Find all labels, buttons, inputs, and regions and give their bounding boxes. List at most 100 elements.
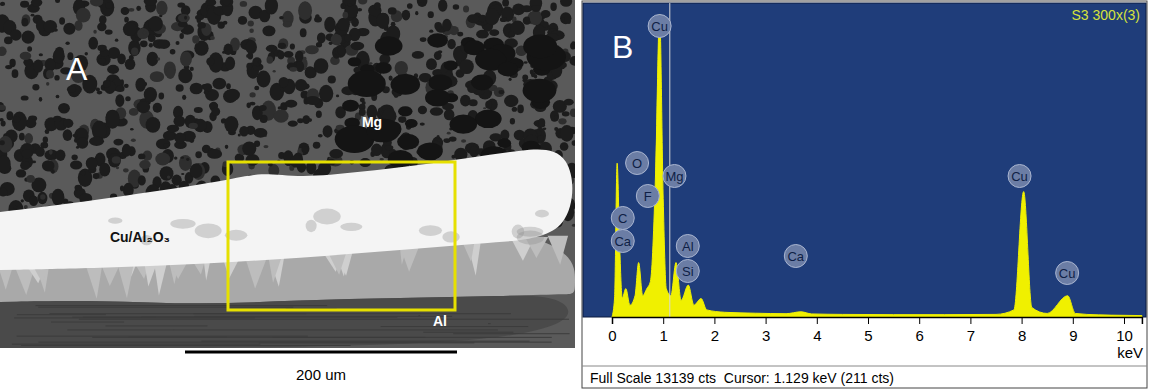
pore xyxy=(523,79,557,103)
tick: 0 xyxy=(608,317,616,344)
pore xyxy=(497,62,518,77)
pore xyxy=(388,7,397,14)
pore xyxy=(5,65,12,69)
peak-badge xyxy=(784,245,807,268)
pore xyxy=(223,21,228,25)
streak xyxy=(21,345,350,346)
pore xyxy=(283,21,292,27)
pore xyxy=(344,34,351,42)
smudge xyxy=(108,218,122,224)
pore xyxy=(156,138,171,149)
pore xyxy=(131,47,138,55)
pore xyxy=(278,43,286,49)
chart-title: S3 300x(3) xyxy=(1072,7,1140,23)
pore xyxy=(63,129,73,141)
pore xyxy=(53,116,61,122)
pore xyxy=(348,57,361,66)
pore xyxy=(362,101,366,105)
pore xyxy=(39,53,43,56)
pore xyxy=(453,4,459,9)
pore xyxy=(405,119,418,128)
pore xyxy=(88,37,98,50)
pore xyxy=(58,103,70,114)
plot-area xyxy=(612,3,1142,317)
plot-frame xyxy=(583,3,1146,317)
pore xyxy=(123,168,129,172)
pore xyxy=(273,70,276,73)
pore xyxy=(305,45,319,54)
pore xyxy=(531,5,540,12)
pore xyxy=(77,137,89,149)
pore xyxy=(375,62,392,74)
pore xyxy=(317,32,326,43)
phase-label: Mg xyxy=(362,114,382,130)
pore xyxy=(63,119,73,128)
pore xyxy=(63,23,75,35)
pore xyxy=(247,103,251,109)
peak-label: Si xyxy=(682,264,694,279)
pore xyxy=(438,0,447,12)
pore xyxy=(306,96,320,105)
pore xyxy=(300,28,307,37)
peak-label: Ca xyxy=(614,234,631,249)
pore xyxy=(89,137,104,146)
pore xyxy=(278,51,285,60)
tick-mark xyxy=(919,317,920,324)
pore xyxy=(35,147,45,157)
pore xyxy=(430,107,443,115)
pore xyxy=(42,160,55,171)
pore xyxy=(226,83,231,89)
peak-badge xyxy=(636,184,659,207)
pore xyxy=(19,133,25,141)
pore xyxy=(40,194,45,199)
peak-badge xyxy=(1056,261,1079,284)
pore xyxy=(420,37,427,42)
pore xyxy=(26,175,34,183)
pore xyxy=(318,134,323,137)
pore xyxy=(498,90,504,94)
pore xyxy=(190,164,203,179)
pore xyxy=(210,36,215,40)
pore xyxy=(31,0,42,7)
tick-mark xyxy=(1022,317,1023,324)
peak-label: Mg xyxy=(665,169,683,184)
pore xyxy=(20,143,34,158)
pore xyxy=(144,87,157,102)
pore xyxy=(52,189,65,206)
pore xyxy=(303,57,306,60)
pore xyxy=(46,82,49,86)
pore xyxy=(342,100,359,112)
pore xyxy=(140,40,148,47)
axis-line xyxy=(613,318,1143,325)
tick: 6 xyxy=(916,317,924,344)
pore xyxy=(561,18,565,22)
peak-label: C xyxy=(618,211,627,226)
pore xyxy=(242,141,256,155)
pore xyxy=(483,107,486,109)
pore xyxy=(21,31,34,44)
pore xyxy=(115,94,124,107)
pore xyxy=(550,110,559,121)
pore xyxy=(426,58,437,70)
pore xyxy=(147,52,159,67)
pore xyxy=(43,143,48,148)
pore xyxy=(178,14,190,22)
pore xyxy=(245,40,257,54)
al-region xyxy=(0,296,568,348)
pore xyxy=(98,58,106,63)
pore xyxy=(143,31,147,34)
pore xyxy=(279,77,289,87)
pore xyxy=(138,175,146,185)
smudge xyxy=(340,223,362,231)
pore xyxy=(265,0,278,15)
peak-badge xyxy=(663,164,686,187)
pore xyxy=(374,2,381,9)
micrograph-panel xyxy=(0,0,575,348)
pore xyxy=(186,158,189,161)
pore xyxy=(351,42,365,50)
pore xyxy=(239,126,249,136)
pore xyxy=(123,22,137,36)
pore xyxy=(417,0,428,7)
figure: AMgCu/Al₂O₃Al200 um012345678910keVCuOMgF… xyxy=(0,0,1149,390)
smudge xyxy=(517,230,544,244)
